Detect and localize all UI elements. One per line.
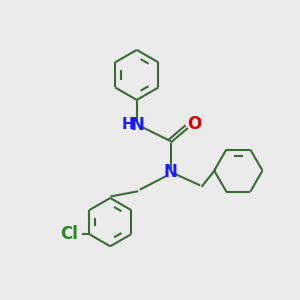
Text: N: N [164,163,178,181]
Text: Cl: Cl [60,225,78,243]
Text: H: H [122,118,134,133]
Text: O: O [187,116,201,134]
Text: N: N [130,116,144,134]
